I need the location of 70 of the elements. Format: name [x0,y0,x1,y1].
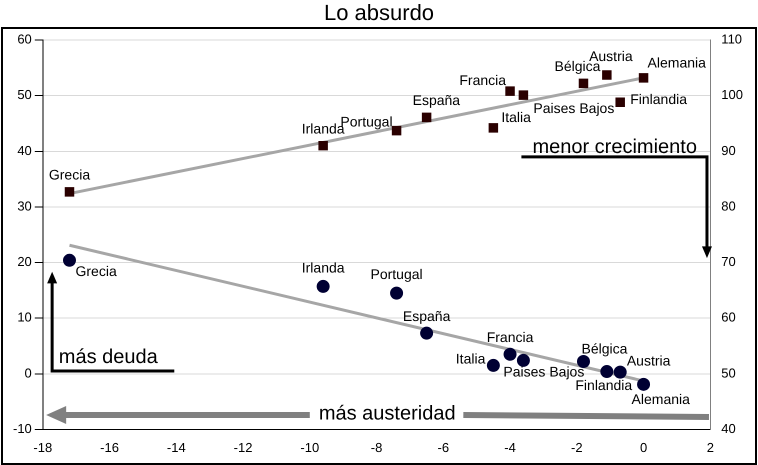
point [518,90,528,100]
data-label: Grecia [48,166,90,183]
data-label: Portugal [370,266,423,282]
point [316,280,330,293]
annotation: menor crecimiento [532,136,697,158]
y2-tick-label: 70 [721,254,736,270]
annotation: más austeridad [318,402,456,425]
point [392,126,402,136]
point [600,365,614,378]
point [62,254,76,267]
x-tick-label: -8 [370,440,382,455]
x-tick-label: -16 [100,440,119,455]
data-label: Irlanda [302,259,345,276]
data-label: Austria [626,352,671,368]
point [318,140,328,150]
x-tick-label: -10 [300,440,320,455]
point [505,86,515,96]
data-label: Finlandia [575,376,632,393]
point [64,187,74,197]
y2-tick-label: 60 [721,310,736,325]
chart-title: Lo absurdo [322,0,436,26]
data-label: España [402,308,451,324]
data-label: Alemania [632,391,690,408]
data-label: Paises Bajos [533,100,614,116]
y2-tick-label: 90 [721,142,736,158]
x-tick-label: 2 [706,440,714,455]
point [638,73,648,83]
point [420,326,434,340]
y-tick-label: 0 [24,365,32,380]
y-tick-label: 30 [17,198,32,214]
y2-tick-label: 110 [721,32,742,47]
point [390,286,404,300]
x-tick-label: -18 [33,440,52,455]
data-label: Finlandia [630,91,688,108]
annotation: más deuda [58,346,159,368]
y2-tick-label: 80 [721,198,736,214]
data-label: Bélgica [581,340,628,356]
data-label: Alemania [648,54,706,71]
y-tick-label: -10 [12,420,32,436]
point [486,358,500,372]
y-tick-label: 60 [17,32,32,47]
point [637,378,650,391]
x-tick-label: -14 [166,440,186,455]
data-label: Francia [459,72,506,88]
data-label: Italia [456,350,486,366]
data-label: Grecia [75,263,117,280]
x-tick-label: -4 [504,440,516,455]
x-tick-label: -6 [438,440,450,455]
x-tick-label: 0 [640,440,648,455]
point [504,348,517,361]
y2-tick-label: 100 [721,87,744,102]
y-tick-label: 10 [17,310,32,325]
point [602,70,612,80]
y2-tick-label: 40 [721,420,736,436]
x-tick-label: -12 [234,440,252,455]
point [614,366,627,379]
data-label: España [412,92,460,108]
y-tick-label: 40 [17,142,32,158]
x-tick-label: -2 [571,440,583,455]
y-tick-label: 20 [17,254,32,270]
point [422,112,432,122]
point [488,123,498,133]
point [578,78,588,88]
point [516,354,530,367]
data-label: Francia [486,329,534,346]
data-label: Paises Bajos [503,363,584,380]
point [615,98,625,108]
data-label: Italia [501,108,532,125]
y-tick-label: 50 [17,87,32,102]
y2-tick-label: 50 [721,365,736,380]
